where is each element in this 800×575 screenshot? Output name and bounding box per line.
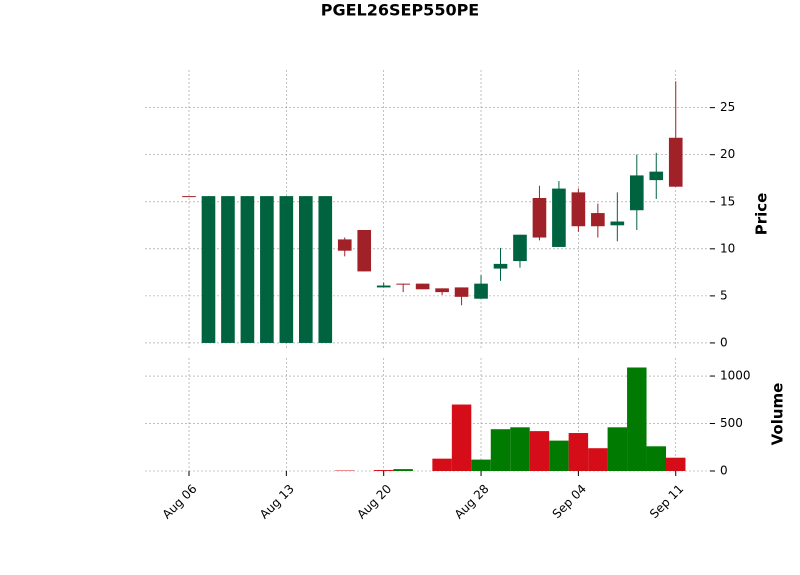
candle-body bbox=[221, 196, 235, 343]
y-tick-label: 20 bbox=[720, 147, 735, 161]
candle-body bbox=[260, 196, 274, 343]
candle-body bbox=[571, 192, 586, 227]
volume-bar bbox=[490, 429, 511, 471]
candle-body bbox=[493, 263, 508, 269]
candle-body bbox=[201, 196, 216, 343]
candle-body bbox=[474, 283, 488, 299]
volume-bar bbox=[471, 459, 491, 471]
x-tick-label: Aug 13 bbox=[257, 482, 297, 522]
candle-body bbox=[454, 287, 469, 297]
candle-body bbox=[532, 198, 547, 238]
candle-body bbox=[376, 285, 391, 288]
volume-bar bbox=[432, 458, 452, 471]
y-tick-label: 15 bbox=[720, 194, 735, 208]
volume-axis-label: Volume bbox=[769, 383, 787, 446]
candle-body bbox=[415, 283, 430, 290]
candle-body bbox=[668, 137, 683, 187]
candle-body bbox=[610, 221, 625, 226]
x-tick-label: Sep 04 bbox=[550, 482, 589, 521]
x-tick-label: Aug 28 bbox=[452, 482, 492, 522]
candle-body bbox=[513, 234, 527, 262]
volume-bar bbox=[568, 433, 589, 471]
candle-body bbox=[299, 196, 313, 343]
y-tick-label: 500 bbox=[720, 416, 743, 430]
candle-body bbox=[182, 196, 196, 198]
candle-body bbox=[318, 196, 333, 343]
candle-body bbox=[357, 230, 372, 272]
volume-bar bbox=[646, 446, 666, 471]
y-tick-label: 1000 bbox=[720, 369, 751, 383]
y-axis-label: Price bbox=[753, 193, 771, 236]
volume-bar bbox=[607, 427, 628, 471]
candle-body bbox=[435, 288, 449, 293]
volume-bar bbox=[373, 470, 394, 471]
candle-body bbox=[629, 175, 644, 211]
candle-body bbox=[396, 283, 410, 285]
volume-bar bbox=[529, 431, 550, 471]
candle-body bbox=[649, 171, 664, 181]
candle-body bbox=[279, 196, 294, 343]
y-tick-label: 25 bbox=[720, 100, 735, 114]
candle-body bbox=[552, 188, 566, 247]
volume-bar bbox=[665, 457, 686, 471]
volume-bar bbox=[549, 440, 569, 471]
candle-body bbox=[240, 196, 255, 343]
volume-bar bbox=[510, 427, 530, 471]
volume-bar bbox=[451, 404, 472, 471]
volume-bar bbox=[393, 469, 413, 471]
x-tick-label: Sep 11 bbox=[647, 482, 686, 521]
volume-bar bbox=[588, 448, 608, 471]
x-tick-label: Aug 06 bbox=[160, 482, 200, 522]
y-tick-label: 0 bbox=[720, 335, 728, 349]
x-tick-label: Aug 20 bbox=[354, 482, 394, 522]
candle-body bbox=[337, 239, 352, 251]
chart-title: PGEL26SEP550PE bbox=[321, 1, 479, 20]
volume-bar bbox=[627, 367, 647, 471]
candle-body bbox=[591, 213, 605, 227]
y-tick-label: 0 bbox=[720, 464, 728, 478]
y-tick-label: 10 bbox=[720, 241, 735, 255]
y-tick-label: 5 bbox=[720, 288, 728, 302]
